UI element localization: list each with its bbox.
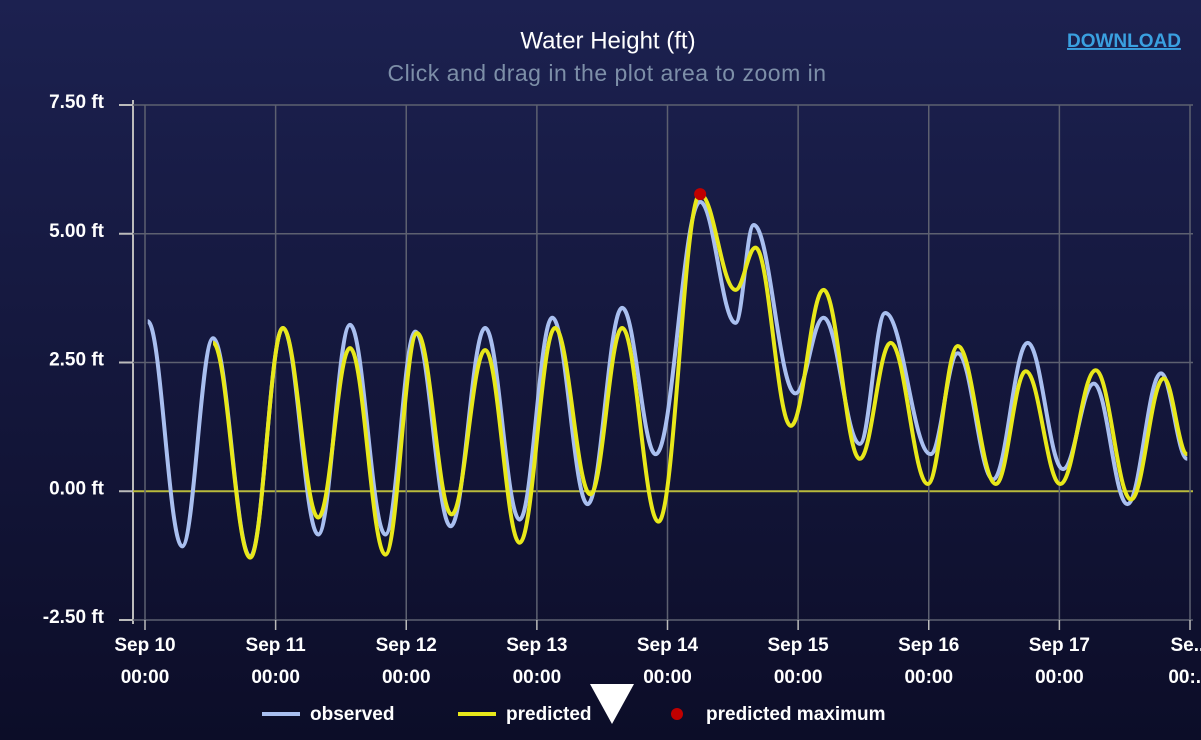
x-tick-label: 00:00 [382,667,431,688]
x-tick-label: Sep 17 [1029,635,1090,656]
download-link[interactable]: DOWNLOAD [1067,31,1181,52]
max-marker [694,188,707,201]
y-tick-label: 2.50 ft [49,350,105,371]
x-tick-label: 00:00 [904,667,953,688]
x-tick-label: Sep 14 [637,635,699,656]
chart-subtitle: Click and drag in the plot area to zoom … [387,60,826,86]
x-tick-label: Sep 15 [767,635,829,656]
legend-label: predicted [506,704,592,725]
y-tick-label: 5.00 ft [49,221,105,242]
x-tick-label: 00:00 [121,667,170,688]
legend-swatch [671,708,683,720]
x-tick-label: 00:... [1168,667,1201,688]
legend-label: observed [310,704,394,725]
x-tick-label: Sep 12 [376,635,437,656]
x-tick-label: Se... [1170,635,1201,656]
x-tick-label: 00:00 [251,667,300,688]
x-tick-label: 00:00 [513,667,562,688]
x-tick-label: 00:00 [774,667,823,688]
chart-title: Water Height (ft) [520,27,695,54]
x-tick-label: Sep 11 [246,635,307,656]
y-tick-label: 7.50 ft [49,92,105,113]
cursor-pointer [590,684,634,724]
x-tick-label: Sep 16 [898,635,959,656]
x-tick-label: 00:00 [1035,667,1084,688]
x-tick-label: Sep 13 [506,635,567,656]
y-tick-label: -2.50 ft [43,607,105,628]
series-line [211,192,1190,560]
y-tick-label: 0.00 ft [49,478,105,499]
x-tick-label: 00:00 [643,667,692,688]
legend-label: predicted maximum [706,704,886,725]
x-tick-label: Sep 10 [114,635,175,656]
